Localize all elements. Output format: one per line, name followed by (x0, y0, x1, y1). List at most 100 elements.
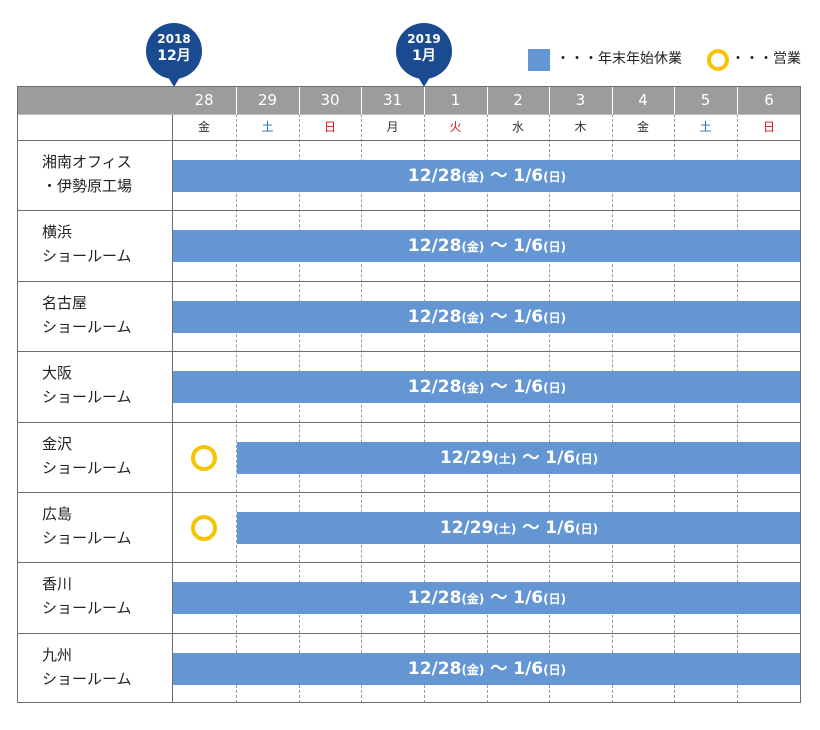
bar-text: 1/6 (513, 377, 544, 397)
location-name-second-line: ショールーム (42, 529, 132, 547)
bar-text: ～ (484, 659, 514, 679)
closed-period-bar: 12/28(金) ～ 1/6(日) (173, 301, 801, 333)
location-name: 金沢 (42, 435, 73, 453)
legend-closed-label: ・・・年末年始休業 (556, 51, 682, 67)
date-label: 6 (764, 91, 774, 109)
date-label: 4 (638, 91, 648, 109)
closed-period-bar: 12/28(金) ～ 1/6(日) (173, 160, 801, 192)
row-divider (17, 281, 801, 282)
location-name: 広島 (42, 505, 73, 523)
row-divider (17, 633, 801, 634)
weekday-label: 木 (574, 120, 587, 134)
location-name: 横浜 (42, 223, 73, 241)
date-label: 29 (257, 91, 278, 109)
bar-text: (土) (493, 452, 517, 466)
row-divider (17, 210, 801, 211)
bar-text: 1/6 (513, 166, 544, 186)
bar-text: 12/28 (407, 377, 462, 397)
weekday-label: 日 (762, 120, 775, 134)
bar-text: 12/28 (407, 588, 462, 608)
bar-text: 1/6 (513, 307, 544, 327)
date-label: 30 (320, 91, 340, 109)
bar-text: (日) (543, 381, 567, 395)
bar-text: (日) (543, 663, 567, 677)
closed-period-bar: 12/28(金) ～ 1/6(日) (173, 230, 801, 262)
bar-text: (金) (461, 170, 485, 184)
bar-text: ～ (516, 448, 546, 468)
marker-year: 2019 (407, 32, 441, 46)
day-column-divider (674, 114, 675, 703)
bar-text: ～ (516, 518, 546, 538)
date-label: 3 (575, 91, 586, 109)
date-label: 5 (700, 91, 711, 109)
row-divider (17, 351, 801, 352)
open-day-ring-icon (191, 515, 217, 541)
header-column-divider (361, 86, 362, 114)
bar-text: (日) (543, 311, 567, 325)
row-divider (17, 422, 801, 423)
date-label: 2 (513, 91, 523, 109)
location-name: 香川 (42, 575, 73, 593)
bar-text: (金) (461, 663, 485, 677)
header-column-divider (674, 86, 675, 114)
marker-pointer (168, 77, 180, 87)
location-name-second-line: ショールーム (42, 670, 132, 688)
weekday-divider (17, 140, 801, 141)
day-column-divider (487, 114, 488, 703)
marker-month: 1月 (412, 48, 436, 64)
marker-year: 2018 (157, 32, 191, 46)
bar-text: 12/29 (439, 518, 494, 538)
location-name-second-line: ショールーム (42, 388, 132, 406)
bar-text: (日) (543, 170, 567, 184)
bar-text: 1/6 (545, 518, 576, 538)
weekday-label: 金 (636, 120, 649, 134)
closed-period-bar: 12/29(土) ～ 1/6(日) (237, 512, 801, 544)
bar-text: 1/6 (513, 659, 544, 679)
open-day-ring-icon (191, 445, 217, 471)
location-name-second-line: ・伊勢原工場 (42, 177, 133, 195)
bar-text: (日) (575, 452, 599, 466)
bar-text: ～ (484, 588, 514, 608)
closed-period-bar: 12/28(金) ～ 1/6(日) (173, 582, 801, 614)
location-name-second-line: ショールーム (42, 247, 132, 265)
header-divider (17, 114, 801, 115)
bar-text: 1/6 (513, 588, 544, 608)
bar-text: 1/6 (545, 448, 576, 468)
marker-month: 12月 (157, 48, 191, 64)
weekday-label: 火 (449, 120, 462, 134)
weekday-label: 土 (261, 120, 274, 134)
marker-2018-december: 2018 12月 (146, 23, 202, 79)
header-column-divider (549, 86, 550, 114)
bar-text: (日) (543, 592, 567, 606)
header-column-divider (424, 86, 425, 114)
date-header-band (17, 86, 801, 114)
bar-text: (土) (493, 522, 517, 536)
table-frame (17, 86, 801, 703)
bar-text: (金) (461, 240, 485, 254)
bar-text: 12/29 (439, 448, 494, 468)
bar-text: ～ (484, 307, 514, 327)
weekday-label: 土 (699, 120, 712, 134)
bar-text: 12/28 (407, 236, 462, 256)
bar-text: 1/6 (513, 236, 544, 256)
bar-text: ～ (484, 236, 514, 256)
row-divider (17, 492, 801, 493)
label-column-divider (172, 114, 173, 703)
bar-text: (日) (575, 522, 599, 536)
marker-2019-january: 2019 1月 (396, 23, 452, 79)
day-column-divider (236, 114, 237, 703)
legend-closed-swatch (528, 49, 550, 71)
location-name-second-line: ショールーム (42, 459, 132, 477)
bar-text: 12/28 (407, 166, 462, 186)
weekday-label: 金 (197, 120, 210, 134)
location-name-second-line: ショールーム (42, 318, 132, 336)
weekday-label: 日 (323, 120, 336, 134)
header-column-divider (487, 86, 488, 114)
location-name: 大阪 (42, 364, 73, 382)
location-name: 九州 (42, 646, 73, 664)
header-column-divider (299, 86, 300, 114)
bar-text: 12/28 (407, 659, 462, 679)
header-column-divider (737, 86, 738, 114)
day-column-divider (361, 114, 362, 703)
bar-text: (金) (461, 592, 485, 606)
